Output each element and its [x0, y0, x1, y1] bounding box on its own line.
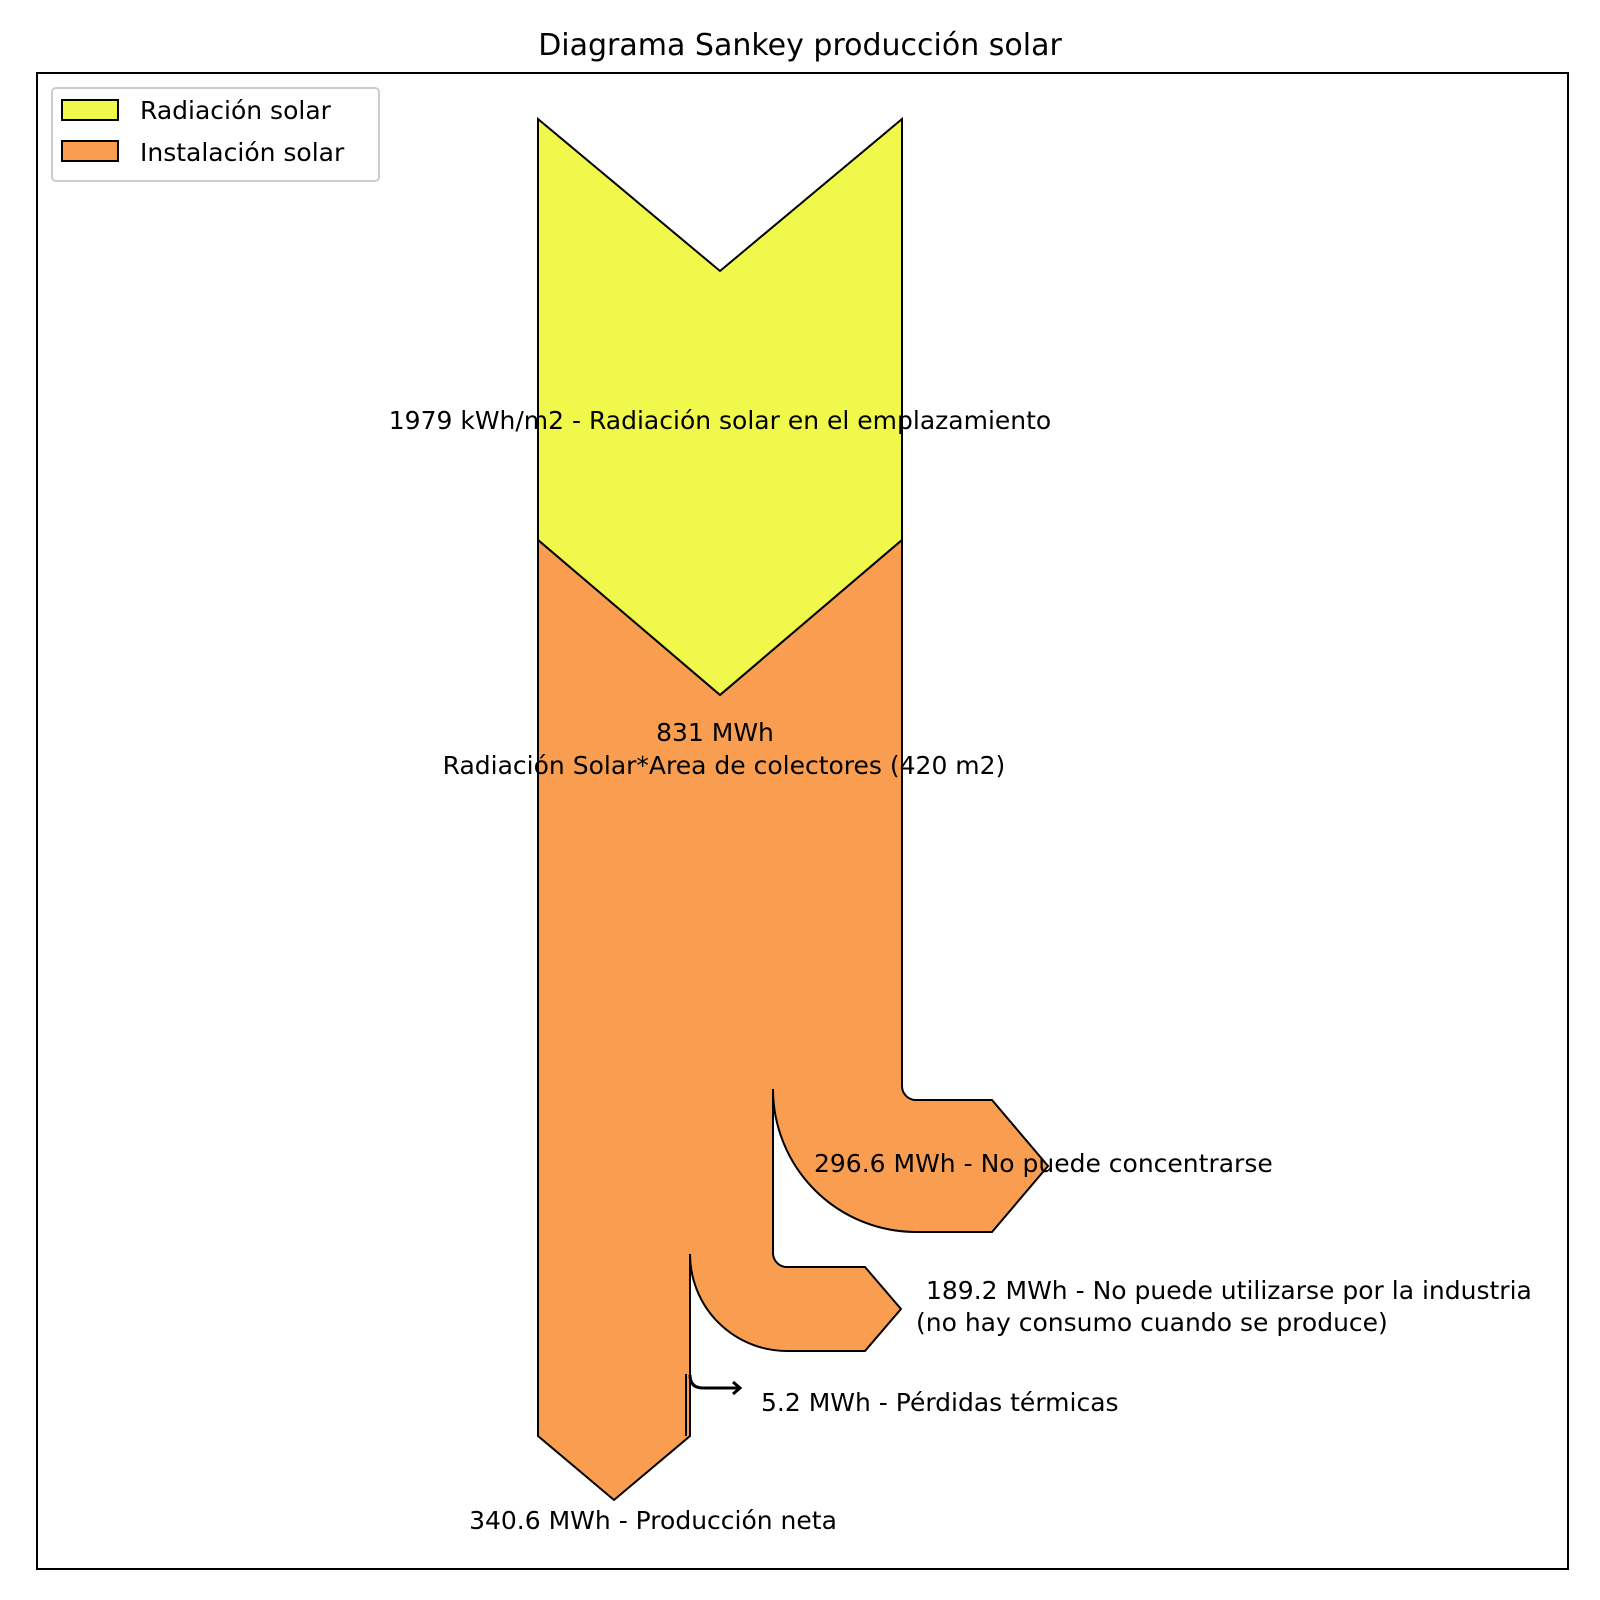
- collector-label: Radiación Solar*Area de colectores (420 …: [443, 751, 1006, 780]
- legend-swatch-installation: [61, 140, 119, 162]
- thermal-loss-arrow: [688, 1374, 743, 1396]
- legend-label-installation: Instalación solar: [140, 138, 345, 167]
- output-not-usable-label-line1: 189.2 MWh - No puede utilizarse por la i…: [926, 1276, 1532, 1305]
- chart-title: Diagrama Sankey producción solar: [538, 28, 1062, 63]
- installation-flow: [537, 537, 1050, 1502]
- collector-value-label: 831 MWh: [656, 718, 774, 747]
- output-not-usable-label-line2: (no hay consumo cuando se produce): [916, 1308, 1388, 1337]
- output-not-concentrable-label: 296.6 MWh - No puede concentrarse: [814, 1149, 1273, 1178]
- output-thermal-loss-label: 5.2 MWh - Pérdidas térmicas: [761, 1388, 1119, 1417]
- legend-box: [51, 87, 380, 182]
- legend-swatch-radiation: [61, 99, 119, 121]
- plot-frame: [36, 72, 1569, 1570]
- legend: Radiación solar Instalación solar: [51, 87, 380, 182]
- legend-label-radiation: Radiación solar: [140, 96, 332, 125]
- output-net-production-label: 340.6 MWh - Producción neta: [469, 1506, 837, 1535]
- input-label: 1979 kWh/m2 - Radiación solar en el empl…: [389, 406, 1051, 435]
